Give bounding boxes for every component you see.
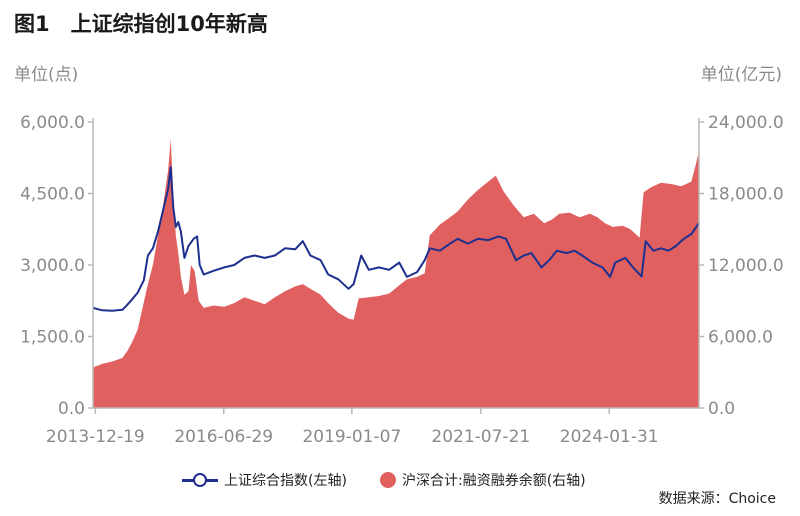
margin-balance-series — [93, 138, 699, 408]
left-tick-label: 4,500.0 — [20, 185, 85, 205]
left-tick-label: 3,000.0 — [20, 256, 85, 276]
right-tick-label: 12,000.0 — [708, 256, 784, 276]
right-tick-label: 6,000.0 — [708, 328, 773, 348]
data-source-note: 数据来源：Choice — [658, 491, 776, 507]
right-tick-label: 18,000.0 — [708, 185, 784, 205]
x-tick-label: 2021-07-21 — [431, 427, 530, 447]
sse-index-series — [92, 166, 700, 312]
sse-index-line — [92, 166, 700, 312]
chart-area: 单位(点) 单位(亿元) 6,000.0 4,500.0 3,000.0 1,500.… — [14, 65, 784, 447]
left-tick-label: 6,000.0 — [20, 113, 85, 133]
margin-balance-area — [93, 138, 699, 408]
legend-label-index: 上证综合指数(左轴) — [224, 473, 347, 489]
legend-label-margin: 沪深合计:融资融券余额(右轴) — [402, 473, 586, 489]
legend: 上证综合指数(左轴) 沪深合计:融资融券余额(右轴) — [0, 468, 800, 492]
right-tick-label: 24,000.0 — [708, 113, 784, 133]
legend-item-margin: 沪深合计:融资融券余额(右轴) — [380, 468, 586, 492]
figure-title: 图1 上证综指创10年新高 — [14, 12, 268, 36]
x-tick-label: 2024-01-31 — [560, 427, 659, 447]
axes: 6,000.0 4,500.0 3,000.0 1,500.0 0.0 24,000.0 1… — [20, 113, 784, 447]
left-axis-unit-label: 单位(点) — [14, 65, 78, 85]
x-tick-label: 2016-06-29 — [174, 427, 273, 447]
legend-item-index: 上证综合指数(左轴) — [182, 468, 347, 492]
left-tick-label: 1,500.0 — [20, 328, 85, 348]
left-tick-label: 0.0 — [58, 399, 85, 419]
x-tick-label: 2013-12-19 — [46, 427, 145, 447]
legend-area-marker-icon — [380, 472, 396, 488]
x-tick-label: 2019-01-07 — [302, 427, 401, 447]
legend-line-marker-icon — [182, 473, 218, 487]
right-tick-label: 0.0 — [708, 399, 735, 419]
right-axis-unit-label: 单位(亿元) — [701, 65, 782, 85]
